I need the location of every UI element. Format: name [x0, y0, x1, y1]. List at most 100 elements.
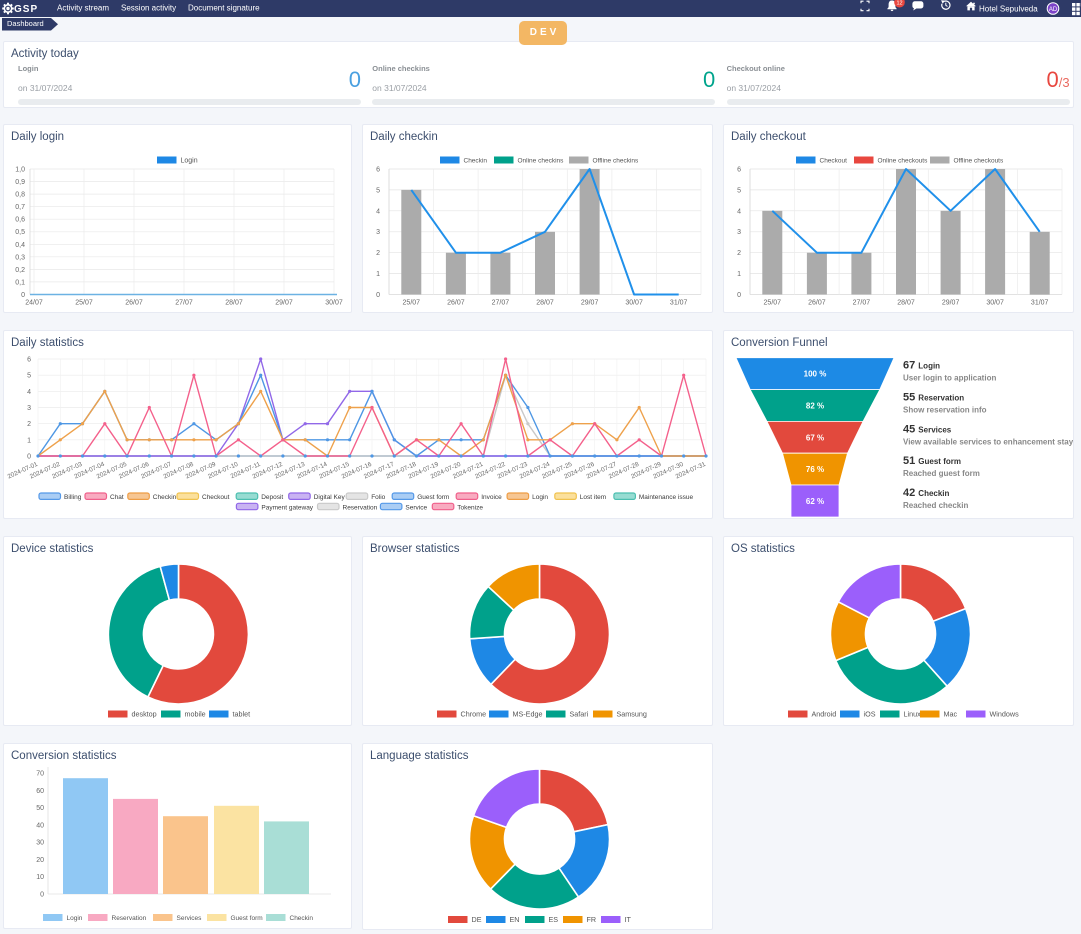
svg-text:25/07: 25/07: [75, 300, 93, 307]
svg-text:Safari: Safari: [570, 710, 589, 719]
svg-text:40: 40: [36, 822, 44, 829]
svg-text:31/07: 31/07: [1031, 300, 1049, 307]
svg-text:Activity stream: Activity stream: [57, 4, 109, 13]
svg-text:Login: Login: [67, 915, 83, 922]
svg-text:26/07: 26/07: [447, 300, 465, 307]
svg-text:0: 0: [27, 454, 31, 461]
svg-text:5: 5: [27, 373, 31, 380]
svg-text:62 %: 62 %: [806, 497, 824, 506]
svg-text:Android: Android: [812, 710, 837, 719]
svg-text:Billing: Billing: [64, 494, 82, 501]
svg-text:2: 2: [27, 421, 31, 428]
svg-text:31/07: 31/07: [670, 300, 688, 307]
svg-text:29/07: 29/07: [581, 300, 599, 307]
svg-text:10: 10: [36, 874, 44, 881]
svg-text:27/07: 27/07: [853, 300, 871, 307]
svg-text:27/07: 27/07: [175, 300, 193, 307]
svg-text:Linux: Linux: [904, 710, 922, 719]
svg-text:DE: DE: [472, 915, 482, 924]
svg-text:6: 6: [376, 167, 380, 174]
svg-text:26/07: 26/07: [125, 300, 143, 307]
svg-text:0,6: 0,6: [15, 217, 25, 224]
svg-text:Login: Login: [181, 158, 198, 165]
svg-text:0,1: 0,1: [15, 279, 25, 286]
svg-text:0: 0: [40, 892, 44, 899]
svg-text:Online checkins: Online checkins: [518, 158, 565, 165]
svg-text:2: 2: [376, 250, 380, 257]
svg-text:30/07: 30/07: [625, 300, 643, 307]
svg-text:iOS: iOS: [864, 710, 876, 719]
svg-text:User login to application: User login to application: [903, 374, 996, 383]
svg-text:Digital Key: Digital Key: [314, 494, 346, 501]
svg-text:Samsung: Samsung: [617, 710, 647, 719]
svg-text:12: 12: [896, 1, 902, 7]
svg-text:28/07: 28/07: [225, 300, 243, 307]
svg-text:Mac: Mac: [944, 710, 958, 719]
svg-text:desktop: desktop: [132, 710, 157, 719]
svg-text:0,9: 0,9: [15, 179, 25, 186]
svg-text:60: 60: [36, 788, 44, 795]
svg-text:Checkin: Checkin: [153, 494, 177, 501]
svg-text:45 Services: 45 Services: [903, 423, 952, 435]
svg-text:100 %: 100 %: [804, 370, 827, 379]
svg-text:Show reservation info: Show reservation info: [903, 406, 987, 415]
svg-text:0,8: 0,8: [15, 192, 25, 199]
svg-text:Deposit: Deposit: [261, 494, 283, 501]
svg-text:25/07: 25/07: [764, 300, 782, 307]
svg-text:25/07: 25/07: [403, 300, 421, 307]
svg-text:Session activity: Session activity: [121, 4, 176, 13]
svg-text:0: 0: [737, 292, 741, 299]
svg-text:Document signature: Document signature: [188, 4, 260, 13]
svg-text:1: 1: [737, 271, 741, 278]
svg-text:0,5: 0,5: [15, 229, 25, 236]
svg-text:Offline checkins: Offline checkins: [593, 158, 640, 165]
svg-text:4: 4: [376, 208, 380, 215]
svg-text:55 Reservation: 55 Reservation: [903, 392, 964, 404]
svg-text:30/07: 30/07: [986, 300, 1004, 307]
svg-text:Invoice: Invoice: [481, 494, 502, 501]
svg-text:Reservation: Reservation: [112, 915, 147, 922]
svg-text:mobile: mobile: [185, 710, 206, 719]
svg-text:MS-Edge: MS-Edge: [513, 710, 543, 719]
svg-text:4: 4: [27, 389, 31, 396]
svg-text:30/07: 30/07: [325, 300, 343, 307]
svg-text:0: 0: [376, 292, 380, 299]
svg-text:20: 20: [36, 857, 44, 864]
svg-text:Hotel Sepulveda: Hotel Sepulveda: [979, 5, 1038, 14]
svg-text:Service: Service: [405, 504, 427, 511]
svg-text:0,7: 0,7: [15, 204, 25, 211]
svg-text:67 Login: 67 Login: [903, 360, 940, 372]
svg-text:Checkout: Checkout: [820, 158, 848, 165]
svg-text:30: 30: [36, 840, 44, 847]
svg-text:29/07: 29/07: [275, 300, 293, 307]
svg-text:Checkin: Checkin: [464, 158, 488, 165]
svg-text:Checkin: Checkin: [290, 915, 314, 922]
svg-text:ES: ES: [549, 915, 559, 924]
svg-text:3: 3: [376, 229, 380, 236]
svg-text:Guest form: Guest form: [417, 494, 449, 501]
svg-text:70: 70: [36, 771, 44, 778]
svg-text:Reached checkin: Reached checkin: [903, 501, 968, 510]
svg-text:GSP: GSP: [14, 4, 38, 15]
svg-text:1: 1: [376, 271, 380, 278]
svg-text:Reached guest form: Reached guest form: [903, 469, 980, 478]
svg-text:Login: Login: [532, 494, 548, 501]
svg-text:67 %: 67 %: [806, 433, 824, 442]
svg-text:EN: EN: [510, 915, 520, 924]
svg-text:82 %: 82 %: [806, 402, 824, 411]
svg-text:Checkout: Checkout: [202, 494, 230, 501]
svg-text:Windows: Windows: [990, 710, 1020, 719]
svg-text:51 Guest form: 51 Guest form: [903, 455, 961, 467]
svg-text:Offline checkouts: Offline checkouts: [954, 158, 1004, 165]
svg-text:76 %: 76 %: [806, 465, 824, 474]
svg-text:Services: Services: [177, 915, 203, 922]
svg-text:5: 5: [737, 187, 741, 194]
svg-text:1,0: 1,0: [15, 167, 25, 174]
svg-text:3: 3: [27, 405, 31, 412]
svg-text:3: 3: [737, 229, 741, 236]
svg-text:View available services to enh: View available services to enhancement s…: [903, 437, 1073, 446]
svg-text:tablet: tablet: [233, 710, 251, 719]
svg-text:2: 2: [737, 250, 741, 257]
svg-text:24/07: 24/07: [25, 300, 43, 307]
svg-text:6: 6: [27, 357, 31, 364]
